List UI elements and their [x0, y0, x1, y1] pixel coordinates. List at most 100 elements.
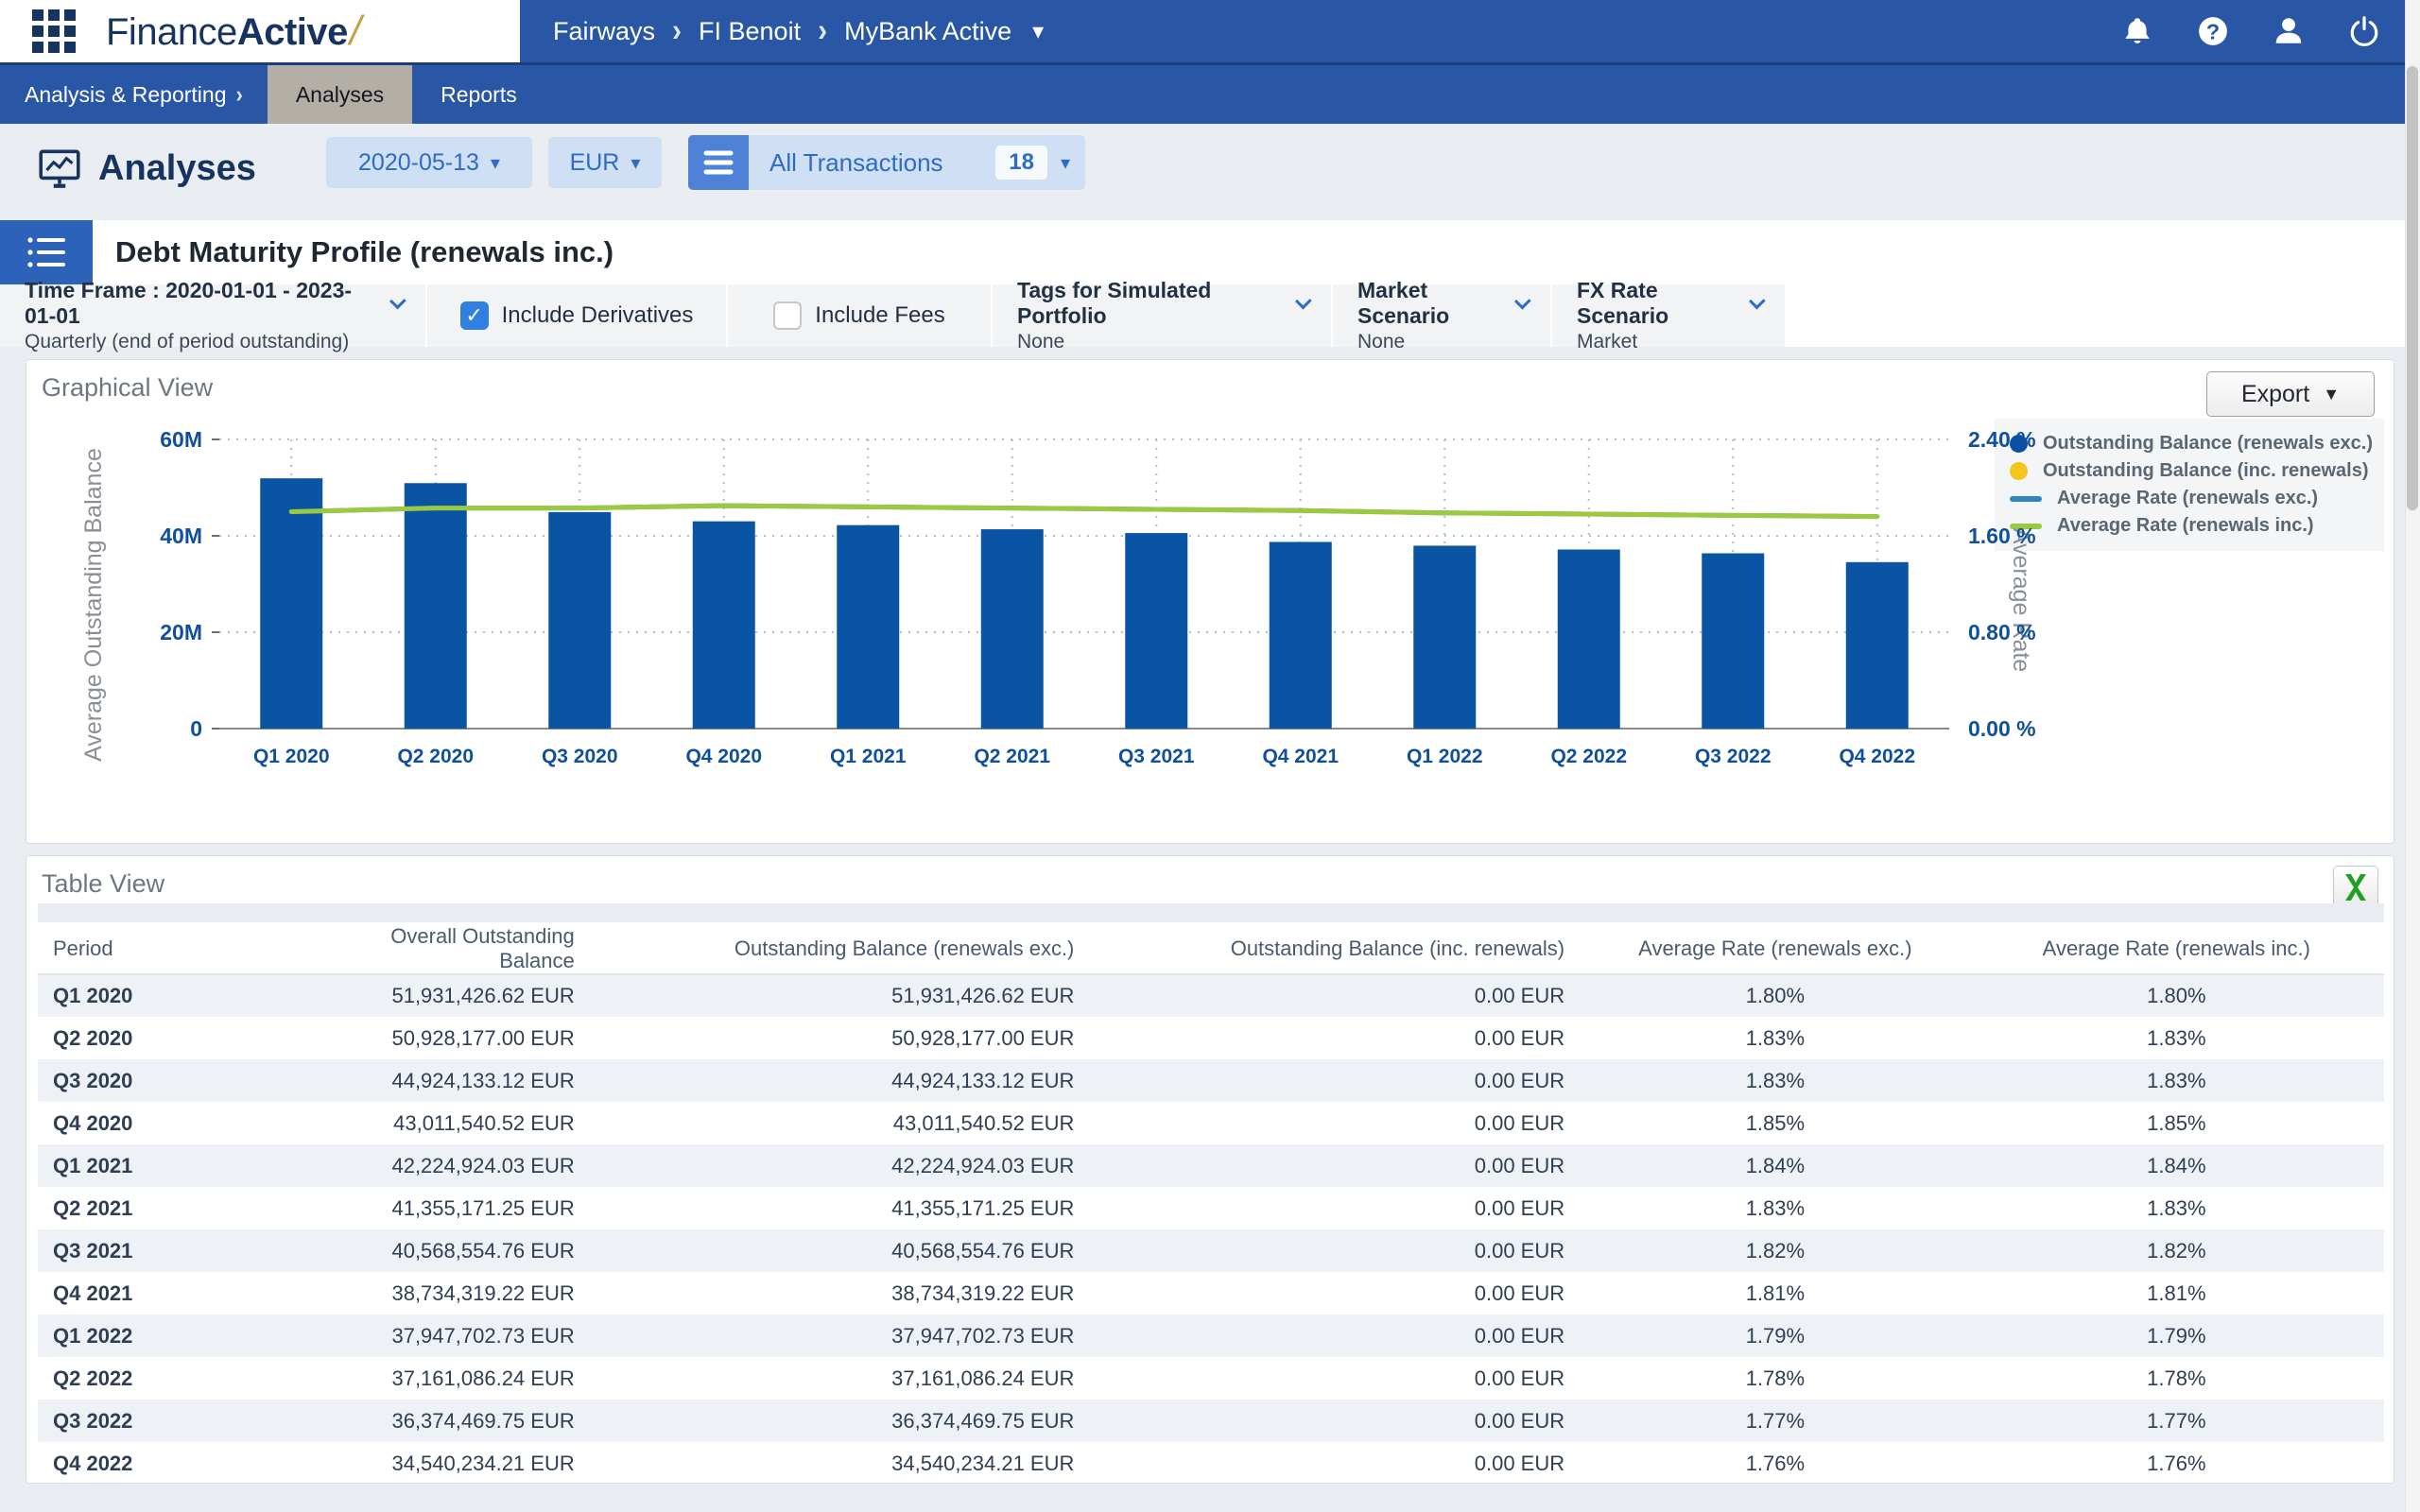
table-row[interactable]: Q4 202138,734,319.22 EUR38,734,319.22 EU…: [38, 1272, 2384, 1314]
time-frame-filter[interactable]: Time Frame : 2020-01-01 - 2023-01-01 Qua…: [0, 284, 427, 347]
table-cell: 1.85%: [1582, 1102, 1969, 1144]
svg-text:40M: 40M: [160, 524, 202, 548]
chevron-down-icon[interactable]: ▾: [1032, 18, 1044, 45]
table-cell: Q4 2022: [38, 1442, 320, 1485]
table-cell: 50,928,177.00 EUR: [592, 1017, 1092, 1059]
table-row[interactable]: Q4 202043,011,540.52 EUR43,011,540.52 EU…: [38, 1102, 2384, 1144]
table-cell: 44,924,133.12 EUR: [320, 1059, 592, 1102]
table-cell: 1.83%: [1582, 1017, 1969, 1059]
table-view-card: Table View PeriodOverall Outstanding Bal…: [26, 855, 2394, 1484]
table-cell: 34,540,234.21 EUR: [320, 1442, 592, 1485]
table-row[interactable]: Q1 202142,224,924.03 EUR42,224,924.03 EU…: [38, 1144, 2384, 1187]
table-cell: Q1 2021: [38, 1144, 320, 1187]
table-row[interactable]: Q1 202051,931,426.62 EUR51,931,426.62 EU…: [38, 974, 2384, 1017]
table-cell: 42,224,924.03 EUR: [320, 1144, 592, 1187]
table-cell: 36,374,469.75 EUR: [592, 1400, 1092, 1442]
svg-text:Q4 2020: Q4 2020: [685, 746, 762, 767]
svg-text:Q2 2022: Q2 2022: [1550, 746, 1627, 767]
table-cell: 40,568,554.76 EUR: [592, 1229, 1092, 1272]
table-row[interactable]: Q2 202050,928,177.00 EUR50,928,177.00 EU…: [38, 1017, 2384, 1059]
chevron-down-icon: ▾: [491, 151, 500, 175]
include-derivatives-filter: ✓ Include Derivatives: [427, 284, 728, 347]
filter-bar: Time Frame : 2020-01-01 - 2023-01-01 Qua…: [0, 284, 2420, 347]
user-icon[interactable]: [2271, 13, 2307, 49]
vertical-scrollbar[interactable]: [2405, 0, 2420, 1512]
help-icon[interactable]: ?: [2195, 13, 2231, 49]
tab-reports[interactable]: Reports: [412, 65, 545, 124]
column-header[interactable]: Outstanding Balance (renewals exc.): [592, 924, 1092, 974]
include-derivatives-checkbox[interactable]: ✓ Include Derivatives: [460, 301, 694, 330]
chevron-down-icon: [1295, 292, 1312, 309]
finance-active-logo[interactable]: FinanceActive/: [106, 8, 361, 55]
checkbox-unchecked-icon: [773, 301, 802, 330]
table-cell: 1.79%: [1582, 1314, 1969, 1357]
chevron-right-icon: ›: [672, 12, 682, 49]
table-cell: Q1 2022: [38, 1314, 320, 1357]
table-row[interactable]: Q4 202234,540,234.21 EUR34,540,234.21 EU…: [38, 1442, 2384, 1485]
list-icon: [26, 234, 67, 270]
table-cell: 1.80%: [1969, 974, 2384, 1017]
column-header[interactable]: Average Rate (renewals exc.): [1582, 924, 1969, 974]
transactions-list-icon[interactable]: [688, 135, 749, 190]
svg-text:Q3 2022: Q3 2022: [1695, 746, 1772, 767]
currency-select[interactable]: EUR ▾: [548, 137, 662, 188]
table-cell: 1.83%: [1582, 1187, 1969, 1229]
chevron-down-icon: [389, 292, 406, 309]
table-cell: 0.00 EUR: [1091, 1400, 1582, 1442]
table-cell: 0.00 EUR: [1091, 1059, 1582, 1102]
chevron-right-icon: ›: [236, 80, 243, 109]
table-row[interactable]: Q2 202237,161,086.24 EUR37,161,086.24 EU…: [38, 1357, 2384, 1400]
app-grid-icon[interactable]: [32, 9, 76, 53]
table-cell: 38,734,319.22 EUR: [320, 1272, 592, 1314]
table-cell: Q4 2021: [38, 1272, 320, 1314]
table-cell: 37,161,086.24 EUR: [592, 1357, 1092, 1400]
scrollbar-thumb[interactable]: [2407, 66, 2418, 510]
table-row[interactable]: Q3 202044,924,133.12 EUR44,924,133.12 EU…: [38, 1059, 2384, 1102]
chevron-down-icon: [1749, 292, 1766, 309]
table-cell: 50,928,177.00 EUR: [320, 1017, 592, 1059]
column-header[interactable]: Outstanding Balance (inc. renewals): [1091, 924, 1582, 974]
notifications-bell-icon[interactable]: [2119, 13, 2155, 49]
table-cell: 0.00 EUR: [1091, 1229, 1582, 1272]
market-scenario-filter[interactable]: Market Scenario None: [1333, 284, 1552, 347]
analysis-title: Debt Maturity Profile (renewals inc.): [115, 220, 614, 284]
top-navbar: FinanceActive/ Fairways › FI Benoit › My…: [0, 0, 2420, 62]
table-cell: 1.80%: [1582, 974, 1969, 1017]
tags-simulated-portfolio-filter[interactable]: Tags for Simulated Portfolio None: [993, 284, 1333, 347]
table-row[interactable]: Q2 202141,355,171.25 EUR41,355,171.25 EU…: [38, 1187, 2384, 1229]
table-cell: 41,355,171.25 EUR: [592, 1187, 1092, 1229]
include-fees-checkbox[interactable]: Include Fees: [773, 301, 944, 330]
breadcrumb-fi-benoit[interactable]: FI Benoit: [699, 17, 801, 46]
section-header: Debt Maturity Profile (renewals inc.): [0, 220, 2420, 284]
table-cell: 1.83%: [1582, 1059, 1969, 1102]
table-cell: 0.00 EUR: [1091, 1144, 1582, 1187]
table-row[interactable]: Q3 202236,374,469.75 EUR36,374,469.75 EU…: [38, 1400, 2384, 1442]
chevron-right-icon: ›: [818, 12, 827, 49]
table-cell: 1.76%: [1969, 1442, 2384, 1485]
breadcrumb-mybank-active[interactable]: MyBank Active: [844, 17, 1011, 46]
column-header[interactable]: Overall Outstanding Balance: [320, 924, 592, 974]
table-cell: 0.00 EUR: [1091, 1357, 1582, 1400]
table-cell: 1.82%: [1969, 1229, 2384, 1272]
breadcrumb-fairways[interactable]: Fairways: [553, 17, 655, 46]
tab-analyses[interactable]: Analyses: [268, 65, 412, 124]
date-select[interactable]: 2020-05-13 ▾: [326, 137, 532, 188]
table-cell: 38,734,319.22 EUR: [592, 1272, 1092, 1314]
menu-analysis-reporting[interactable]: Analysis & Reporting ›: [0, 65, 268, 124]
column-header[interactable]: Period: [38, 924, 320, 974]
transactions-select[interactable]: All Transactions 18 ▾: [688, 135, 1085, 190]
analysis-list-button[interactable]: [0, 220, 93, 284]
fx-rate-scenario-filter[interactable]: FX Rate Scenario Market: [1552, 284, 1787, 347]
table-row[interactable]: Q3 202140,568,554.76 EUR40,568,554.76 EU…: [38, 1229, 2384, 1272]
power-icon[interactable]: [2346, 13, 2382, 49]
table-row[interactable]: Q1 202237,947,702.73 EUR37,947,702.73 EU…: [38, 1314, 2384, 1357]
column-header[interactable]: Average Rate (renewals inc.): [1969, 924, 2384, 974]
table-cell: 42,224,924.03 EUR: [592, 1144, 1092, 1187]
svg-text:?: ?: [2206, 20, 2220, 44]
svg-text:Q4 2021: Q4 2021: [1262, 746, 1339, 767]
table-cell: 1.83%: [1969, 1059, 2384, 1102]
export-button[interactable]: Export ▼: [2206, 371, 2375, 417]
debt-maturity-chart[interactable]: 00.00 %20M0.80 %40M1.60 %60M2.40 %Q1 202…: [40, 421, 2100, 780]
chevron-down-icon: [1514, 292, 1530, 308]
table-cell: 1.78%: [1582, 1357, 1969, 1400]
